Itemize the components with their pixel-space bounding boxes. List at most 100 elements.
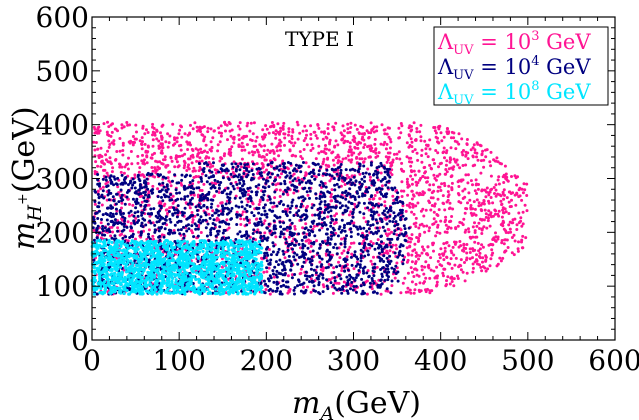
data-point [434, 234, 438, 238]
data-point [280, 172, 283, 176]
data-point [208, 148, 212, 152]
data-point [299, 289, 303, 293]
data-point [125, 163, 128, 167]
data-point [424, 208, 428, 212]
data-point [343, 223, 346, 227]
data-point [170, 198, 174, 202]
data-point [388, 175, 392, 179]
data-point [227, 201, 231, 205]
data-point [377, 251, 381, 255]
data-point [210, 226, 214, 230]
data-point [488, 224, 492, 228]
data-point [475, 258, 478, 262]
data-point [224, 129, 227, 133]
data-point [197, 128, 201, 132]
data-point [468, 251, 472, 254]
data-point [343, 245, 347, 249]
data-point [260, 174, 264, 178]
data-point [497, 175, 501, 179]
data-point [469, 179, 473, 183]
data-point [275, 289, 279, 293]
data-point [191, 218, 195, 222]
data-point [480, 218, 484, 222]
data-point [219, 124, 223, 128]
data-point [404, 209, 408, 213]
data-point [348, 222, 352, 226]
data-point [523, 203, 527, 207]
data-point [407, 184, 411, 188]
data-point [267, 266, 271, 270]
data-point [175, 140, 179, 144]
data-point [235, 223, 239, 226]
data-point [342, 226, 346, 230]
data-point [418, 290, 422, 294]
data-point [267, 185, 271, 189]
data-point [205, 234, 209, 238]
data-point [128, 202, 131, 206]
data-point [308, 232, 311, 235]
data-point [463, 211, 467, 215]
data-point [388, 249, 392, 253]
data-point [341, 176, 344, 180]
data-point [350, 195, 353, 199]
data-point [115, 150, 119, 153]
data-point [396, 255, 400, 259]
data-point [117, 200, 121, 204]
data-point [322, 150, 326, 154]
data-point [321, 290, 325, 294]
data-point [190, 229, 193, 233]
data-point [192, 187, 196, 191]
data-point [398, 208, 402, 212]
data-point [350, 158, 354, 162]
data-point [307, 228, 310, 232]
data-point [153, 223, 157, 227]
data-point [423, 230, 427, 234]
data-point [234, 238, 238, 241]
data-point [128, 236, 132, 239]
data-point [331, 158, 335, 162]
data-point [251, 202, 255, 206]
data-point [444, 223, 448, 227]
data-point [326, 204, 330, 207]
data-point [420, 148, 424, 152]
data-point [467, 191, 471, 195]
data-point [360, 132, 364, 136]
data-point [339, 277, 343, 281]
data-point [401, 281, 405, 285]
data-point [430, 167, 433, 171]
data-point [454, 240, 458, 244]
data-point [270, 142, 274, 146]
data-point [159, 173, 162, 177]
data-point [507, 200, 511, 204]
data-point [464, 173, 468, 177]
data-point [456, 224, 460, 228]
data-point [317, 254, 321, 258]
data-point [132, 214, 136, 218]
data-point [402, 258, 406, 262]
data-point [96, 193, 100, 196]
data-point [353, 140, 357, 143]
data-point [359, 259, 363, 263]
data-point [221, 236, 225, 240]
data-point [371, 266, 375, 270]
data-point [242, 172, 246, 175]
data-point [290, 234, 294, 238]
data-point [474, 178, 478, 182]
data-point [96, 182, 100, 186]
data-point [297, 242, 301, 246]
data-point [484, 195, 488, 199]
data-point [375, 291, 379, 295]
data-point [129, 150, 133, 153]
data-point [199, 176, 203, 180]
data-point [423, 139, 427, 143]
data-point [116, 226, 120, 230]
data-point [120, 232, 123, 236]
data-point [443, 172, 447, 176]
data-point [436, 214, 440, 217]
data-point [168, 134, 172, 138]
data-point [339, 242, 343, 246]
data-point [379, 142, 383, 146]
data-point [362, 212, 366, 216]
data-point [120, 173, 124, 177]
data-point [379, 203, 383, 207]
